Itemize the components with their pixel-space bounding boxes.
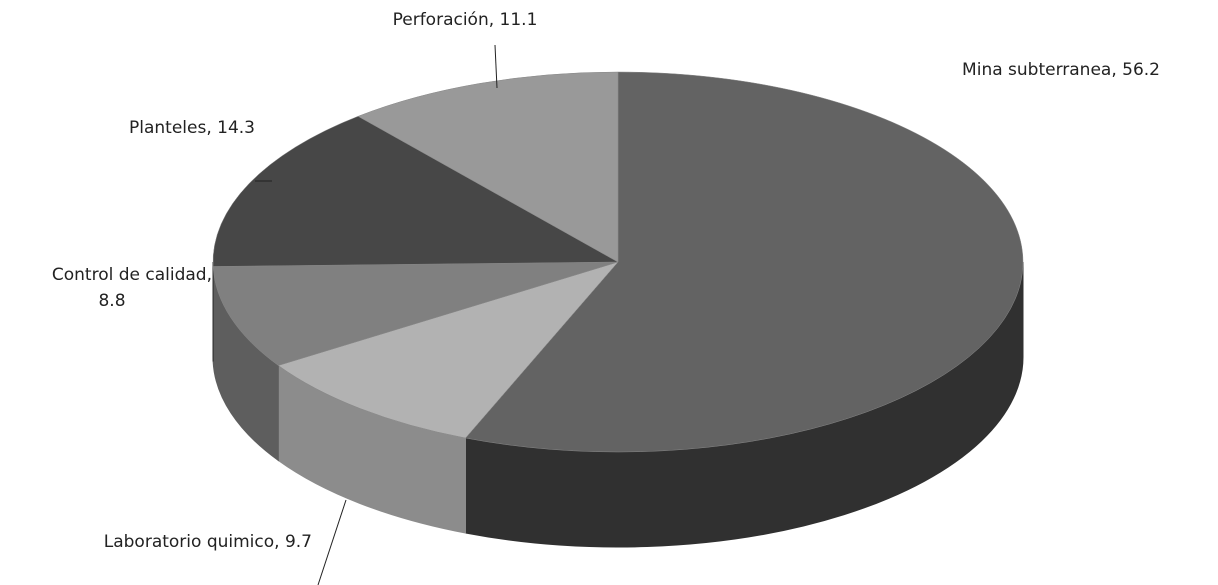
slice: [212, 116, 619, 267]
pie-sides: [212, 261, 1024, 548]
leader-line: [494, 44, 498, 89]
pie-tops: [212, 71, 1024, 453]
label-separator: ,: [206, 118, 217, 138]
data-label: Planteles, 14.3: [129, 118, 255, 138]
label-separator: ,: [489, 10, 500, 30]
label-category: Planteles: [129, 118, 206, 138]
label-category: Perforación: [393, 10, 489, 30]
leader-line: [317, 499, 347, 585]
label-category: Mina subterranea: [962, 60, 1111, 80]
data-label: Laboratorio quimico, 9.7: [104, 532, 312, 552]
label-category: Control de calidad: [52, 265, 207, 285]
data-label: Control de calidad, 8.8: [52, 265, 212, 311]
slice: [277, 261, 619, 439]
label-value: 9.7: [285, 532, 312, 552]
label-value: 8.8: [98, 291, 125, 311]
label-value: 56.2: [1122, 60, 1160, 80]
data-labels: Mina subterranea, 56.2 Laboratorio quimic…: [52, 10, 1160, 552]
slice: [212, 261, 619, 366]
data-label: Mina subterranea, 56.2: [962, 60, 1160, 80]
label-value: 11.1: [500, 10, 538, 30]
data-label: Perforación, 11.1: [393, 10, 538, 30]
slice: [357, 71, 619, 263]
label-separator: ,: [1111, 60, 1122, 80]
label-value: 14.3: [217, 118, 255, 138]
label-separator: ,: [274, 532, 285, 552]
label-separator: ,: [207, 265, 212, 285]
label-category: Laboratorio quimico: [104, 532, 274, 552]
slice: [465, 71, 1024, 453]
